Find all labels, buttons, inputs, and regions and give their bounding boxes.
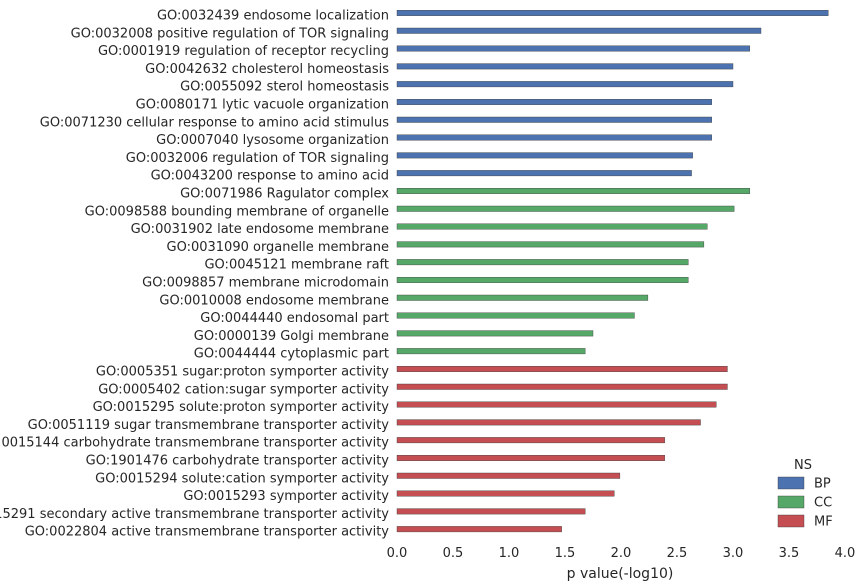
x-tick-label: 3.5 bbox=[779, 546, 800, 561]
bar-bp-1 bbox=[396, 9, 829, 16]
x-tick-label: 2.5 bbox=[667, 546, 688, 561]
legend: NS BP CC MF bbox=[777, 458, 833, 530]
bar-cc-7 bbox=[396, 294, 649, 301]
x-tick-label: 0.5 bbox=[443, 546, 464, 561]
bar-bp-5 bbox=[396, 81, 734, 88]
x-tick-label: 1.0 bbox=[499, 546, 520, 561]
category-label: GO:0044440 endosomal part bbox=[200, 311, 389, 326]
category-label: GO:0043200 response to amino acid bbox=[151, 169, 389, 184]
bar-mf-8 bbox=[396, 490, 615, 497]
x-axis: 0.0 0.5 1.0 1.5 2.0 2.5 3.0 3.5 4.0 bbox=[387, 546, 856, 561]
category-label: GO:0042632 cholesterol homeostasis bbox=[145, 62, 389, 77]
bar-bp-8 bbox=[396, 134, 712, 141]
legend-swatch-mf bbox=[777, 514, 805, 528]
category-label: GO:0015291 secondary active transmembran… bbox=[0, 507, 389, 522]
x-tick-label: 0.0 bbox=[387, 546, 408, 561]
category-label: GO:0071986 Ragulator complex bbox=[180, 187, 389, 202]
bar-mf-4 bbox=[396, 419, 701, 426]
x-tick-label: 3.0 bbox=[723, 546, 744, 561]
category-label: GO:0015144 carbohydrate transmembrane tr… bbox=[0, 436, 389, 451]
legend-label-mf: MF bbox=[814, 515, 833, 530]
category-label: GO:0007040 lysosome organization bbox=[156, 133, 389, 148]
bar-mf-10 bbox=[396, 526, 562, 533]
x-tick-label: 4.0 bbox=[835, 546, 856, 561]
bar-cc-6 bbox=[396, 277, 689, 283]
legend-swatch-cc bbox=[777, 495, 805, 509]
bar-mf-6 bbox=[396, 455, 665, 461]
category-label: GO:0015294 solute:cation symporter activ… bbox=[95, 471, 389, 486]
category-label: GO:0044444 cytoplasmic part bbox=[194, 347, 389, 362]
category-label: GO:0098588 bounding membrane of organell… bbox=[85, 204, 389, 219]
category-label: GO:0010008 endosome membrane bbox=[159, 293, 389, 308]
legend-title: NS bbox=[794, 458, 812, 473]
category-label: GO:0015295 solute:proton symporter activ… bbox=[93, 400, 390, 415]
bar-bp-4 bbox=[396, 63, 734, 70]
category-label: GO:0051119 sugar transmembrane transport… bbox=[28, 418, 390, 433]
category-label: GO:0055092 sterol homeostasis bbox=[180, 80, 389, 95]
category-label: GO:0045121 membrane raft bbox=[204, 258, 389, 273]
bar-bp-10 bbox=[396, 170, 692, 177]
bar-bp-3 bbox=[396, 45, 750, 52]
legend-label-cc: CC bbox=[814, 496, 832, 511]
x-tick-label: 1.5 bbox=[555, 546, 576, 561]
bar-cc-2 bbox=[396, 205, 735, 212]
category-label: GO:0005351 sugar:proton symporter activi… bbox=[96, 365, 389, 380]
category-label: GO:1901476 carbohydrate transporter acti… bbox=[86, 454, 390, 469]
category-label: GO:0031902 late endosome membrane bbox=[131, 222, 389, 237]
bar-mf-2 bbox=[396, 383, 728, 390]
bar-bp-9 bbox=[396, 152, 693, 159]
bar-cc-1 bbox=[396, 187, 750, 194]
category-label: GO:0032439 endosome localization bbox=[157, 9, 389, 24]
x-axis-title: p value(-log10) bbox=[567, 566, 674, 582]
category-label: GO:0080171 lytic vacuole organization bbox=[136, 98, 389, 113]
category-label: GO:0032006 regulation of TOR signaling bbox=[126, 151, 389, 166]
bar-mf-5 bbox=[396, 437, 665, 444]
bar-mf-9 bbox=[396, 508, 586, 515]
bar-bp-2 bbox=[396, 27, 762, 34]
bar-mf-1 bbox=[396, 366, 728, 372]
category-label: GO:0015293 symporter activity bbox=[183, 489, 389, 504]
category-label: GO:0005402 cation:sugar symporter activi… bbox=[98, 382, 389, 397]
category-label: GO:0022804 active transmembrane transpor… bbox=[25, 525, 390, 540]
bar-bp-7 bbox=[396, 116, 712, 123]
category-label: GO:0031090 organelle membrane bbox=[167, 240, 390, 255]
x-tick-label: 2.0 bbox=[611, 546, 632, 561]
bar-mf-7 bbox=[396, 472, 621, 479]
bar-cc-8 bbox=[396, 312, 635, 319]
bar-cc-9 bbox=[396, 330, 594, 337]
bar-cc-4 bbox=[396, 241, 705, 248]
bar-cc-10 bbox=[396, 348, 586, 355]
bar-cc-5 bbox=[396, 259, 689, 266]
legend-label-bp: BP bbox=[814, 477, 831, 492]
category-label: GO:0001919 regulation of receptor recycl… bbox=[98, 44, 389, 59]
category-label: GO:0071230 cellular response to amino ac… bbox=[40, 115, 389, 130]
plot-area: GO:0032439 endosome localization GO:00320… bbox=[0, 9, 829, 540]
category-label: GO:0000139 Golgi membrane bbox=[194, 329, 389, 344]
bar-mf-3 bbox=[396, 401, 717, 408]
bar-bp-6 bbox=[396, 98, 712, 105]
category-label: GO:0098857 membrane microdomain bbox=[142, 276, 389, 291]
legend-swatch-bp bbox=[777, 476, 805, 490]
category-label: GO:0032008 positive regulation of TOR si… bbox=[71, 26, 389, 41]
bar-cc-3 bbox=[396, 223, 708, 230]
